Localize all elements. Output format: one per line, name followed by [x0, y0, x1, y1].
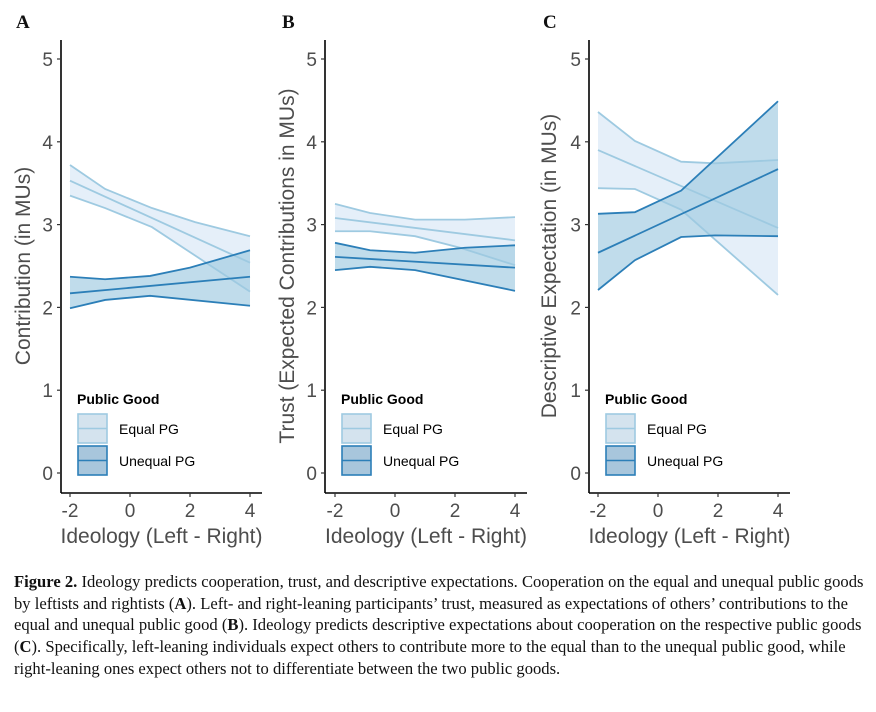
y-tick-label: 1 — [570, 381, 581, 402]
y-tick-label: 3 — [42, 216, 53, 237]
y-axis-title: Trust (Expected Contributions in MUs) — [276, 88, 299, 443]
legend-item-equal-pg: Equal PG — [77, 413, 179, 444]
caption-panel-ref: A — [174, 593, 187, 613]
legend-title: Public Good — [341, 391, 423, 407]
legend: Public Good Equal PG Unequal PG — [77, 391, 195, 476]
caption-panel-ref: B — [227, 615, 239, 635]
y-tick-label: 5 — [42, 50, 53, 71]
x-tick-label: 4 — [245, 501, 256, 522]
y-tick-label: 3 — [306, 216, 317, 237]
legend: Public Good Equal PG Unequal PG — [341, 391, 459, 476]
x-tick-label: 2 — [713, 501, 724, 522]
ci-lower-unequal-pg — [334, 265, 516, 292]
x-axis-title: Ideology (Left - Right) — [589, 525, 791, 548]
y-tick-label: 0 — [306, 464, 317, 485]
x-tick-label: 0 — [390, 501, 401, 522]
caption-text: ). Ideology predicts descriptive expecta… — [14, 615, 862, 657]
ci-upper-equal-pg — [334, 203, 516, 221]
legend-label: Equal PG — [647, 421, 707, 437]
y-tick-label: 5 — [306, 50, 317, 71]
ci-upper-unequal-pg — [334, 241, 516, 254]
legend-item-unequal-pg: Unequal PG — [77, 445, 195, 476]
y-tick-label: 3 — [570, 216, 581, 237]
x-tick-label: 2 — [185, 501, 196, 522]
figure-caption: Figure 2. Ideology predicts cooperation,… — [14, 571, 870, 680]
x-tick-label: -2 — [327, 501, 344, 522]
caption-text: ). Left- and right-leaning participants’… — [14, 593, 848, 635]
x-tick-label: 2 — [450, 501, 461, 522]
legend: Public Good Equal PG Unequal PG — [605, 391, 723, 476]
mean-line-unequal-pg — [69, 275, 251, 295]
legend-label: Equal PG — [383, 421, 443, 437]
legend-title: Public Good — [77, 391, 159, 407]
legend-item-unequal-pg: Unequal PG — [605, 445, 723, 476]
x-tick-label: -2 — [590, 501, 607, 522]
y-tick-label: 4 — [42, 133, 53, 154]
x-axis-title: Ideology (Left - Right) — [61, 525, 263, 548]
panel-letter: C — [543, 12, 557, 33]
x-tick-label: 0 — [125, 501, 136, 522]
mean-line-unequal-pg — [334, 255, 516, 269]
x-tick-label: 4 — [773, 501, 784, 522]
ribbon-unequal-pg — [598, 101, 778, 291]
y-axis-title: Descriptive Expectation (in MUs) — [538, 114, 561, 419]
caption-label: Figure 2. — [14, 572, 78, 591]
legend-label: Unequal PG — [647, 453, 723, 469]
x-tick-label: 0 — [653, 501, 664, 522]
legend-label: Unequal PG — [119, 453, 195, 469]
legend-label: Unequal PG — [383, 453, 459, 469]
y-tick-label: 1 — [306, 381, 317, 402]
ci-upper-unequal-pg — [597, 100, 779, 215]
y-axis-title: Contribution (in MUs) — [12, 167, 35, 365]
x-tick-label: 4 — [510, 501, 521, 522]
ci-lower-unequal-pg — [69, 294, 251, 310]
y-tick-label: 0 — [570, 464, 581, 485]
panel-c: C 0 1 2 3 4 5 -2 0 2 4 Ideology (Left - Right) Descr… — [538, 12, 790, 548]
panel-a: A 0 1 2 3 4 5 -2 0 2 4 Ideology (Left - Right) Contr… — [12, 12, 262, 548]
legend-title: Public Good — [605, 391, 687, 407]
legend-item-equal-pg: Equal PG — [605, 413, 707, 444]
x-axis-title: Ideology (Left - Right) — [325, 525, 527, 548]
panel-letter: B — [282, 12, 295, 33]
y-tick-label: 4 — [306, 133, 317, 154]
caption-body: Ideology predicts cooperation, trust, an… — [14, 572, 863, 678]
ribbon-unequal-pg — [335, 242, 515, 291]
mean-line-equal-pg — [334, 217, 516, 242]
ci-lower-equal-pg — [69, 194, 251, 293]
ci-upper-equal-pg — [69, 164, 251, 238]
x-tick-label: -2 — [62, 501, 79, 522]
y-tick-label: 5 — [570, 50, 581, 71]
caption-panel-ref: C — [19, 637, 32, 657]
mean-line-equal-pg — [69, 179, 251, 264]
legend-item-unequal-pg: Unequal PG — [341, 445, 459, 476]
ci-lower-equal-pg — [597, 187, 779, 296]
legend-label: Equal PG — [119, 421, 179, 437]
y-tick-label: 2 — [42, 298, 53, 319]
caption-text: Ideology predicts cooperation, trust, an… — [14, 572, 864, 613]
ribbon-equal-pg — [70, 164, 250, 292]
caption-text: ). Specifically, left-leaning individual… — [14, 637, 846, 678]
ci-upper-unequal-pg — [69, 249, 251, 281]
figure: A 0 1 2 3 4 5 -2 0 2 4 Ideology (Left - Right) Contr… — [12, 12, 790, 548]
panel-letter: A — [16, 12, 30, 33]
y-tick-label: 2 — [570, 298, 581, 319]
panel-b: B 0 1 2 3 4 5 -2 0 2 4 Ideology (Left - Right) Trust… — [276, 12, 527, 548]
y-tick-label: 1 — [42, 381, 53, 402]
legend-item-equal-pg: Equal PG — [341, 413, 443, 444]
ci-lower-unequal-pg — [597, 234, 779, 291]
y-tick-label: 4 — [570, 133, 581, 154]
y-tick-label: 2 — [306, 298, 317, 319]
mean-line-unequal-pg — [597, 168, 779, 254]
ribbon-unequal-pg — [70, 250, 250, 309]
y-tick-label: 0 — [42, 464, 53, 485]
